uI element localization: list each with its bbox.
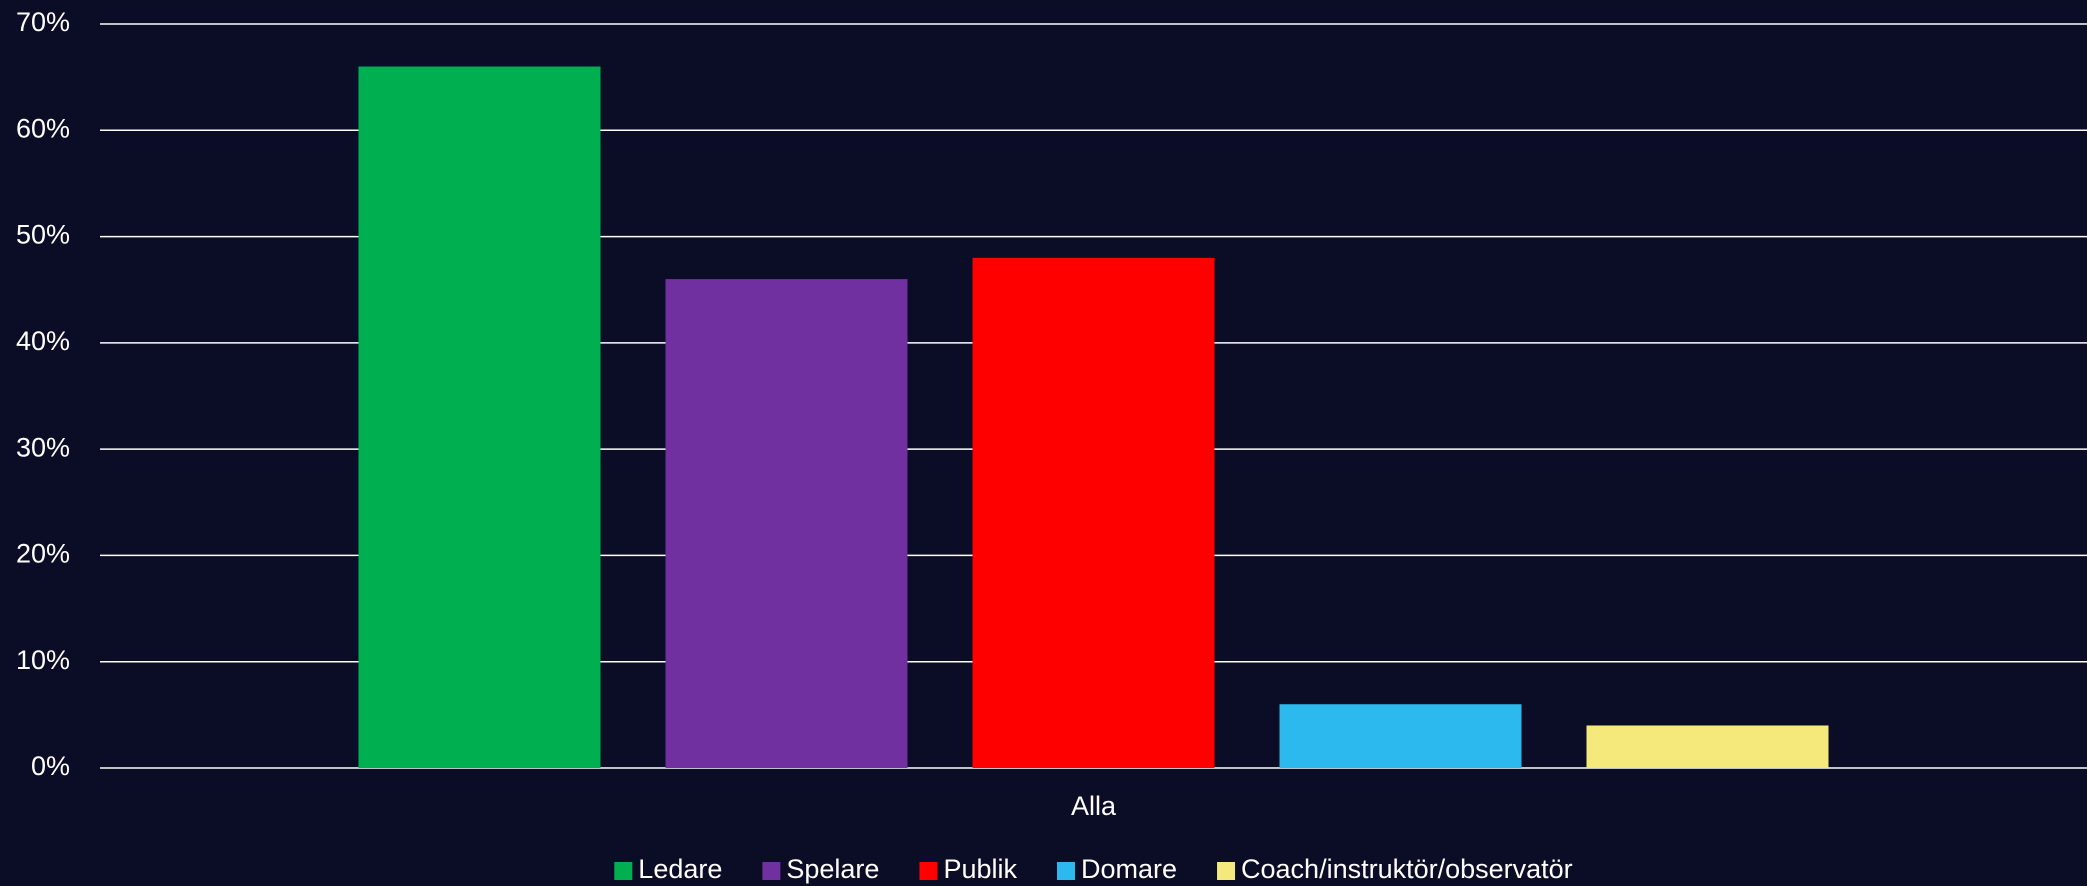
legend-label: Ledare [638,854,722,884]
y-tick-label: 70% [16,7,70,37]
legend-swatch [614,862,633,880]
legend-swatch [1057,862,1076,880]
y-tick-label: 30% [16,432,70,462]
bar [1586,725,1829,768]
y-tick-label: 50% [16,220,70,250]
y-tick-label: 20% [16,539,70,569]
bar [358,66,601,768]
legend-swatch [762,862,781,880]
legend-swatch [919,862,938,880]
bar [1279,704,1522,768]
y-tick-label: 60% [16,113,70,143]
legend: Ledare Spelare Publik Domare Coach/instruktö… [614,854,1573,884]
x-tick-label: Alla [1071,791,1117,821]
y-tick-label: 10% [16,645,70,675]
bar [665,279,908,768]
legend-label: Coach/instruktör/observatör [1241,854,1573,884]
y-tick-label: 40% [16,326,70,356]
y-tick-label: 0% [31,751,70,781]
legend-label: Domare [1081,854,1177,884]
legend-label: Publik [943,854,1017,884]
legend-swatch [1217,862,1236,880]
legend-label: Spelare [786,854,879,884]
bar [972,257,1215,768]
